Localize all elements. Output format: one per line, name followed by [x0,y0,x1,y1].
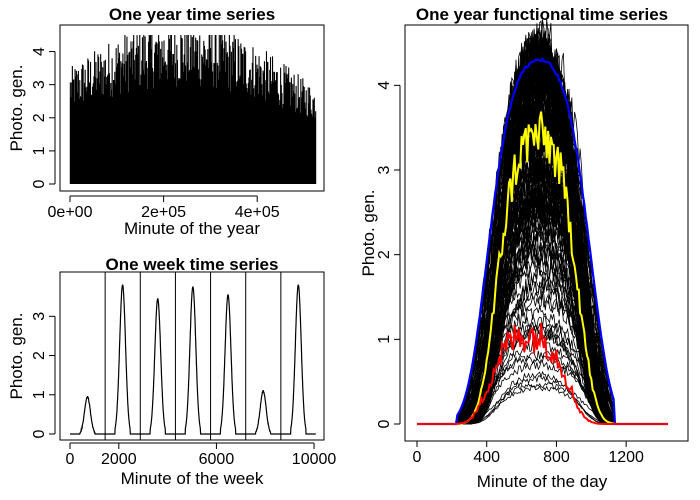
x-tick-label: 2e+05 [141,204,186,221]
daily-curve [417,375,668,425]
x-tick-label: 10000 [292,451,337,468]
y-tick-label: 4 [31,47,48,56]
daily-curve [417,385,668,425]
x-axis-label-year: Minute of the year [124,219,260,238]
plot-area-year [69,35,317,184]
y-tick-label: 2 [31,351,48,360]
x-axis-year: 0e+00 2e+05 4e+05 [48,195,280,221]
y-tick-label: 0 [31,179,48,188]
daily-curve [417,382,668,425]
y-axis-year: 0 1 2 3 4 [31,47,56,188]
daily-curve [417,305,668,425]
y-tick-label: 0 [31,429,48,438]
plot-frame-year [59,24,325,192]
daily-curve [417,110,668,425]
series-week [70,284,316,435]
x-axis-label-functional: Minute of the day [477,472,608,491]
series-year [69,35,317,184]
daily-curve [417,280,668,425]
y-axis-label-year: Photo. gen. [7,65,26,152]
y-axis-label-week: Photo. gen. [7,313,26,400]
x-axis-functional: 0 400 800 1200 [413,440,644,466]
chart-title-week: One week time series [106,255,279,274]
x-axis-week: 0 2000 6000 10000 [66,442,337,468]
x-tick-label: 0 [413,449,422,466]
x-tick-label: 400 [473,449,500,466]
y-tick-label: 3 [31,312,48,321]
y-tick-label: 2 [31,113,48,122]
plot-area-week [70,272,316,440]
y-tick-label: 1 [376,335,393,344]
plot-area-functional [417,19,668,426]
daily-curve [417,194,668,425]
x-tick-label: 4e+05 [235,204,280,221]
y-axis-label-functional: Photo. gen. [359,190,378,277]
x-tick-label: 800 [543,449,570,466]
panel-year: One year time series 0e+00 2e+05 4e+05 0 1 2… [7,5,325,238]
y-axis-week: 0 1 2 3 [31,312,56,438]
series-lower-curve [417,322,668,425]
daily-curve [417,337,668,425]
x-tick-label: 1200 [608,449,644,466]
daily-curve [417,212,668,425]
x-tick-label: 0e+00 [48,204,93,221]
daily-curve [417,361,668,425]
y-tick-label: 3 [376,165,393,174]
daily-curve [417,194,668,425]
daily-curve [417,193,668,425]
y-tick-label: 1 [31,146,48,155]
chart-title-functional: One year functional time series [416,5,668,24]
panel-functional: One year functional time series 0 400 800 1… [359,5,689,491]
x-axis-label-week: Minute of the week [121,469,264,488]
panel-week: One week time series 0 2000 6000 10000 0 1 2 3… [7,255,336,488]
y-axis-functional: 0 1 2 3 4 [376,81,401,428]
daily-curve [417,281,668,425]
y-tick-label: 4 [376,81,393,90]
y-tick-label: 3 [31,80,48,89]
y-tick-label: 0 [376,419,393,428]
x-tick-label: 6000 [199,451,235,468]
y-tick-label: 1 [31,390,48,399]
plot-frame-week [59,271,325,441]
y-tick-label: 2 [376,250,393,259]
chart-title-year: One year time series [109,5,275,24]
x-tick-label: 2000 [101,451,137,468]
daily-curve [417,213,668,425]
x-tick-label: 0 [66,451,75,468]
